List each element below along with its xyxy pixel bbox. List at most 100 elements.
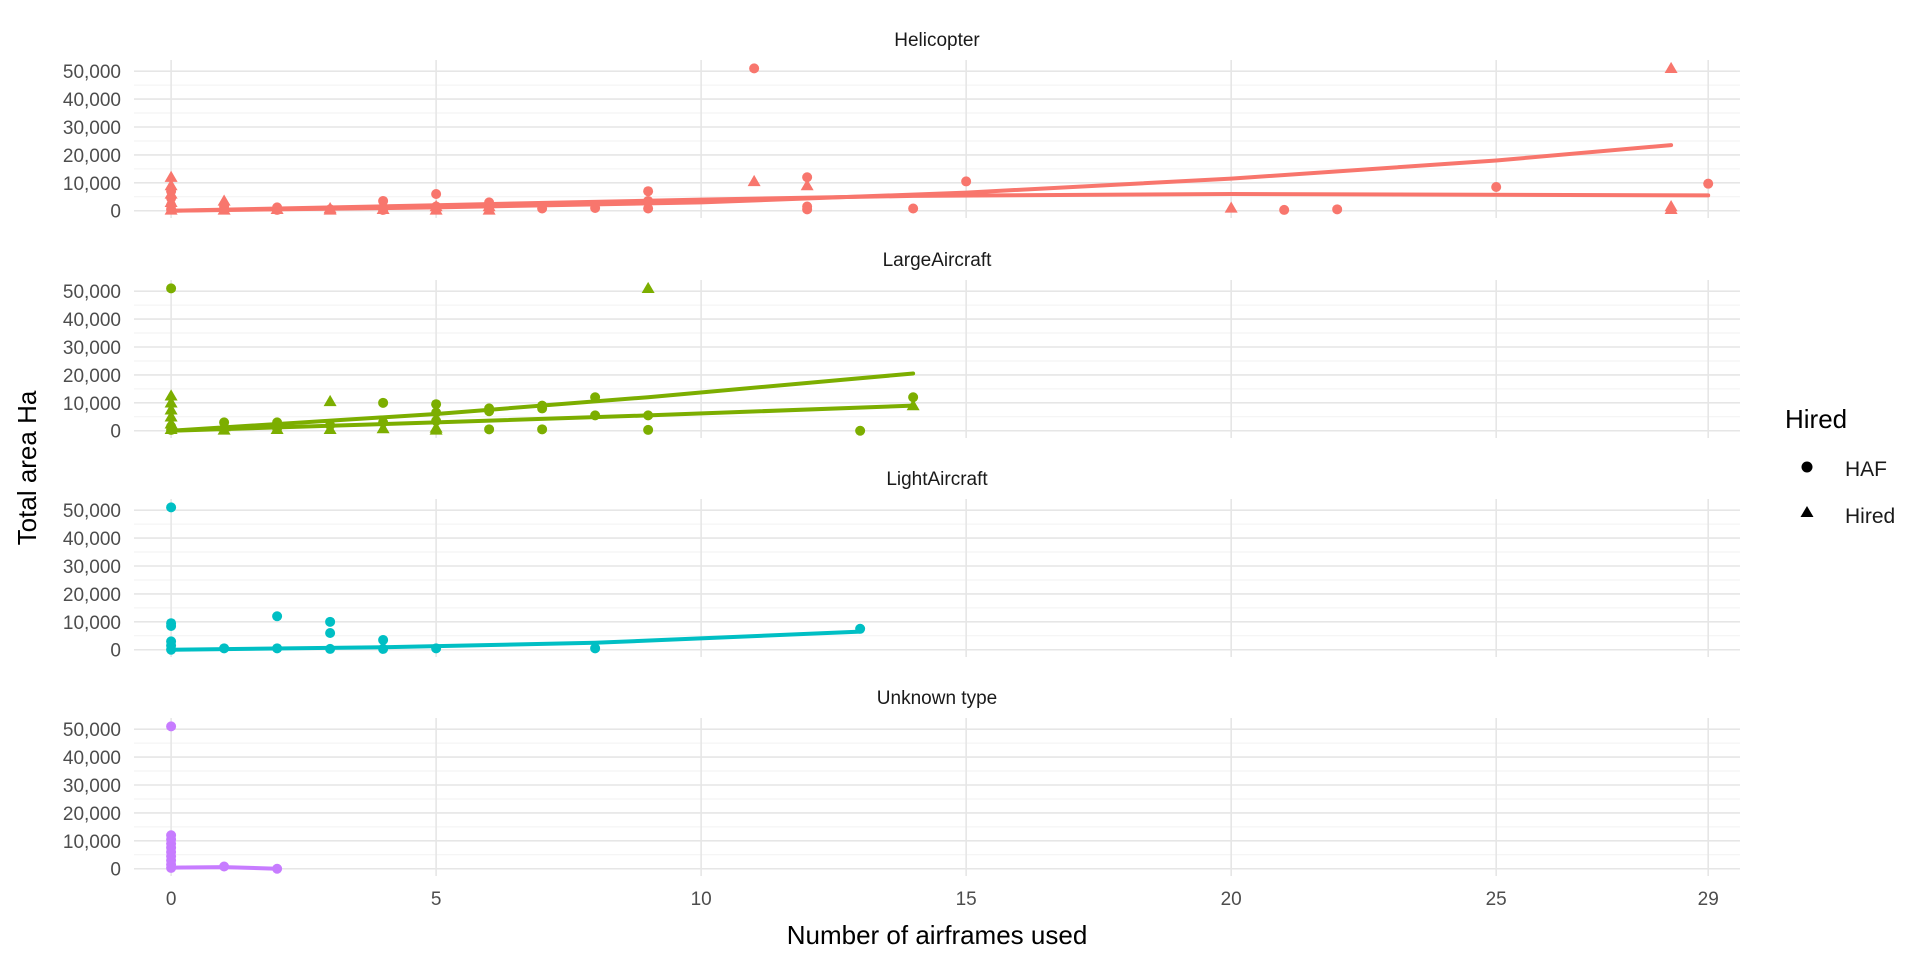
y-tick-label: 30,000 [63, 557, 121, 578]
data-point-circle [378, 397, 389, 408]
data-point-circle [908, 203, 919, 214]
data-point-circle [219, 861, 230, 872]
y-tick-label: 50,000 [63, 720, 121, 741]
y-tick-label: 50,000 [63, 62, 121, 83]
data-point-triangle [482, 200, 496, 212]
trend-line-hired [169, 403, 916, 433]
x-tick-label: 20 [1221, 889, 1242, 910]
x-tick-label: 5 [431, 889, 442, 910]
x-tick-label: 29 [1698, 889, 1719, 910]
x-axis-title: Number of airframes used [787, 920, 1088, 950]
data-point-circle [166, 721, 177, 732]
data-point-circle [272, 643, 283, 654]
data-point-circle [908, 392, 919, 403]
y-tick-label: 40,000 [63, 310, 121, 331]
legend-label-hired: Hired [1845, 505, 1895, 528]
legend-title: Hired [1785, 404, 1847, 434]
y-tick-label: 10,000 [63, 613, 121, 634]
legend-item-hired: Hired [1800, 505, 1895, 528]
x-tick-label: 0 [166, 889, 177, 910]
y-axis-title: Total area Ha [12, 390, 42, 545]
data-point-circle [643, 195, 654, 206]
data-point-circle [537, 403, 548, 414]
data-point-circle [590, 392, 601, 403]
y-tick-label: 20,000 [63, 585, 121, 606]
data-point-circle [961, 176, 972, 187]
x-tick-label: 25 [1486, 889, 1507, 910]
y-tick-label: 50,000 [63, 501, 121, 522]
data-point-circle [325, 643, 336, 654]
data-point-circle [1703, 178, 1714, 189]
data-point-triangle [747, 174, 761, 187]
data-point-triangle [164, 410, 178, 422]
data-point-circle [643, 410, 654, 421]
data-point-triangle [164, 203, 178, 215]
data-point-circle [590, 643, 601, 654]
data-point-triangle [1664, 61, 1678, 74]
data-point-triangle [164, 403, 178, 415]
legend: Hired HAF Hired [1785, 404, 1895, 528]
panel-unknown-type: Unknown type 0 10,000 20,000 30,000 40,000 50,… [63, 688, 1740, 881]
data-point-circle [643, 203, 654, 214]
data-point-circle [272, 611, 283, 622]
y-tick-label: 10,000 [63, 394, 121, 415]
data-point-circle [431, 407, 442, 418]
y-tick-label: 0 [110, 641, 121, 662]
y-tick-label: 20,000 [63, 804, 121, 825]
y-tick-label: 30,000 [63, 118, 121, 139]
legend-label-haf: HAF [1845, 458, 1887, 481]
data-point-circle [325, 616, 336, 627]
data-point-circle [166, 621, 177, 632]
data-point-circle [484, 406, 495, 417]
data-point-triangle [429, 423, 443, 435]
data-point-triangle [164, 187, 178, 199]
data-point-triangle [323, 394, 337, 407]
panel-lightaircraft: LightAircraft 0 10,000 20,000 30,000 40,000 50… [63, 469, 1740, 662]
data-point-circle [1279, 204, 1290, 215]
data-point-circle [431, 643, 442, 654]
data-point-triangle [906, 399, 920, 411]
y-tick-label: 40,000 [63, 529, 121, 550]
legend-key-circle [1801, 461, 1813, 473]
data-point-triangle [164, 195, 178, 208]
data-point-triangle [376, 202, 390, 215]
y-tick-label: 0 [110, 202, 121, 223]
data-point-circle [855, 425, 866, 436]
data-point-triangle [323, 202, 337, 214]
data-point-circle [166, 502, 177, 513]
data-point-circle [749, 63, 760, 74]
data-point-circle [590, 410, 601, 421]
y-tick-label: 10,000 [63, 832, 121, 853]
data-point-triangle [270, 422, 284, 435]
data-point-circle [378, 195, 389, 206]
data-point-triangle [164, 170, 178, 182]
data-point-triangle [270, 202, 284, 215]
data-point-circle [166, 283, 177, 294]
x-tick-label: 10 [691, 889, 712, 910]
data-point-triangle [1224, 201, 1238, 213]
panel-label: LightAircraft [886, 469, 988, 490]
data-point-triangle [429, 200, 443, 212]
data-point-triangle [800, 179, 814, 191]
panel-largeaircraft: LargeAircraft 0 10,000 20,000 30,000 40,000 50… [63, 250, 1740, 443]
data-point-circle [431, 415, 442, 426]
y-tick-label: 0 [110, 860, 121, 881]
legend-key-triangle [1800, 506, 1814, 517]
data-point-circle [378, 634, 389, 645]
y-tick-label: 20,000 [63, 146, 121, 167]
data-point-circle [537, 203, 548, 214]
data-point-circle [325, 627, 336, 638]
data-point-circle [855, 623, 866, 634]
panel-label: Helicopter [894, 30, 980, 51]
panel-label: LargeAircraft [883, 250, 992, 271]
data-point-triangle [641, 281, 655, 294]
data-point-triangle [323, 422, 337, 435]
data-point-circle [802, 201, 813, 212]
data-point-triangle [164, 422, 178, 435]
data-point-triangle [217, 203, 231, 215]
y-tick-label: 20,000 [63, 366, 121, 387]
x-tick-label: 15 [956, 889, 977, 910]
y-tick-label: 0 [110, 422, 121, 443]
panels-layer: Helicopter 0 10,000 20,000 30,000 40,000 50,00… [63, 30, 1740, 910]
